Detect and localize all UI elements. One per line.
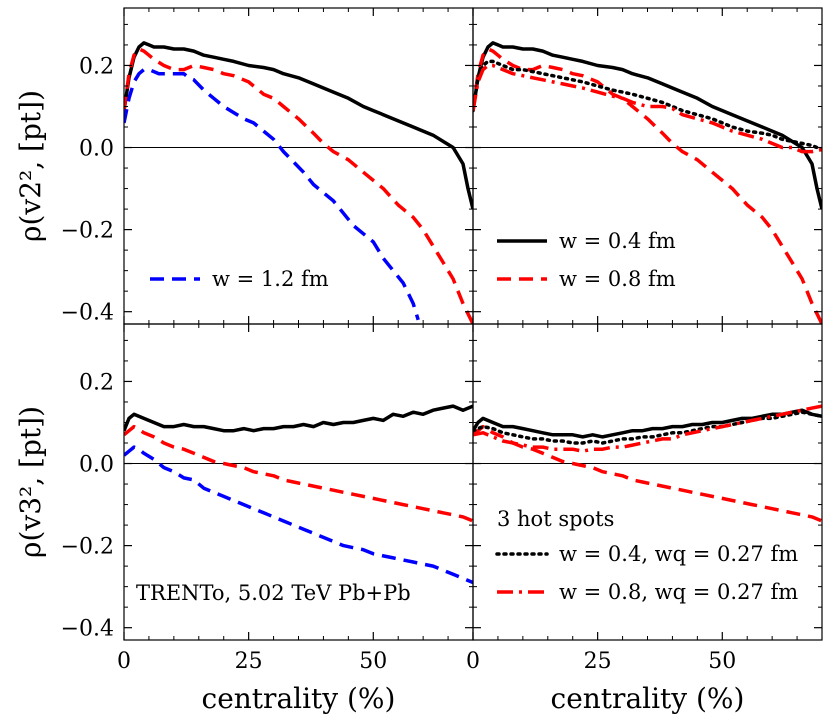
x-axis-label: centrality (%) bbox=[551, 682, 745, 715]
y-tick-label: 0.0 bbox=[79, 137, 114, 162]
legend-label: w = 1.2 fm bbox=[212, 267, 329, 291]
series-line-w04 bbox=[473, 408, 822, 439]
legend-label: w = 0.4, wq = 0.27 fm bbox=[559, 542, 798, 566]
legend: w = 1.2 fm bbox=[150, 267, 329, 291]
series-line-w08 bbox=[473, 47, 822, 324]
panel-top-left: −0.4 −0.2 0.0 0.2 ρ(v2², [pt]) w = 1.2 fm bbox=[14, 7, 474, 326]
panel-bottom-left: −0.4 −0.2 0.0 0.2 ρ(v3², [pt]) 0 25 50 centralit… bbox=[14, 323, 474, 715]
legend-label: w = 0.8 fm bbox=[559, 267, 676, 291]
series-line-hs04 bbox=[473, 59, 822, 152]
series-group bbox=[124, 404, 473, 585]
series-group bbox=[473, 41, 822, 324]
legend: w = 0.4 fm w = 0.8 fm bbox=[497, 229, 676, 291]
series-line-w04 bbox=[124, 404, 473, 433]
x-tick-label: 50 bbox=[708, 649, 736, 674]
x-tick-label: 0 bbox=[466, 649, 480, 674]
series-line-hs08 bbox=[473, 63, 822, 154]
series-line-w08 bbox=[124, 47, 473, 324]
legend-label: w = 0.8, wq = 0.27 fm bbox=[559, 580, 798, 604]
x-tick-label: 50 bbox=[359, 649, 387, 674]
series-line-w04 bbox=[124, 41, 473, 210]
annotation: TRENTo, 5.02 TeV Pb+Pb bbox=[136, 581, 411, 605]
y-tick-label: −0.4 bbox=[61, 617, 114, 642]
series-group bbox=[473, 404, 822, 523]
series-line-hs08 bbox=[473, 404, 822, 453]
x-tick-label: 25 bbox=[584, 649, 612, 674]
legend: 3 hot spots w = 0.4, wq = 0.27 fm w = 0.8,… bbox=[495, 507, 798, 604]
series-line-hs04 bbox=[473, 410, 822, 445]
series-group bbox=[124, 41, 473, 324]
y-axis-label: ρ(v2², [pt]) bbox=[14, 90, 47, 242]
y-tick-label: −0.4 bbox=[61, 301, 114, 326]
x-tick-label: 0 bbox=[117, 649, 131, 674]
series-line-w12 bbox=[124, 67, 420, 321]
y-tick-label: 0.0 bbox=[79, 453, 114, 478]
y-tick-label: −0.2 bbox=[61, 219, 114, 244]
x-tick-label: 25 bbox=[235, 649, 263, 674]
y-tick-label: −0.2 bbox=[61, 535, 114, 560]
y-tick-label: 0.2 bbox=[79, 370, 114, 395]
y-axis-label: ρ(v3², [pt]) bbox=[14, 406, 47, 558]
y-tick-label: 0.2 bbox=[79, 54, 114, 79]
series-line-w12 bbox=[124, 445, 473, 585]
legend-title: 3 hot spots bbox=[497, 507, 614, 531]
legend-label: w = 0.4 fm bbox=[559, 229, 676, 253]
series-line-w04 bbox=[473, 41, 822, 210]
series-line-w08 bbox=[124, 424, 473, 523]
panel-bottom-right: 0 25 50 centrality (%) 3 hot spots w = 0.4, w… bbox=[466, 323, 823, 715]
series-line-w08 bbox=[473, 424, 822, 523]
x-axis-label: centrality (%) bbox=[202, 682, 396, 715]
panel-top-right: w = 0.4 fm w = 0.8 fm bbox=[472, 7, 823, 325]
